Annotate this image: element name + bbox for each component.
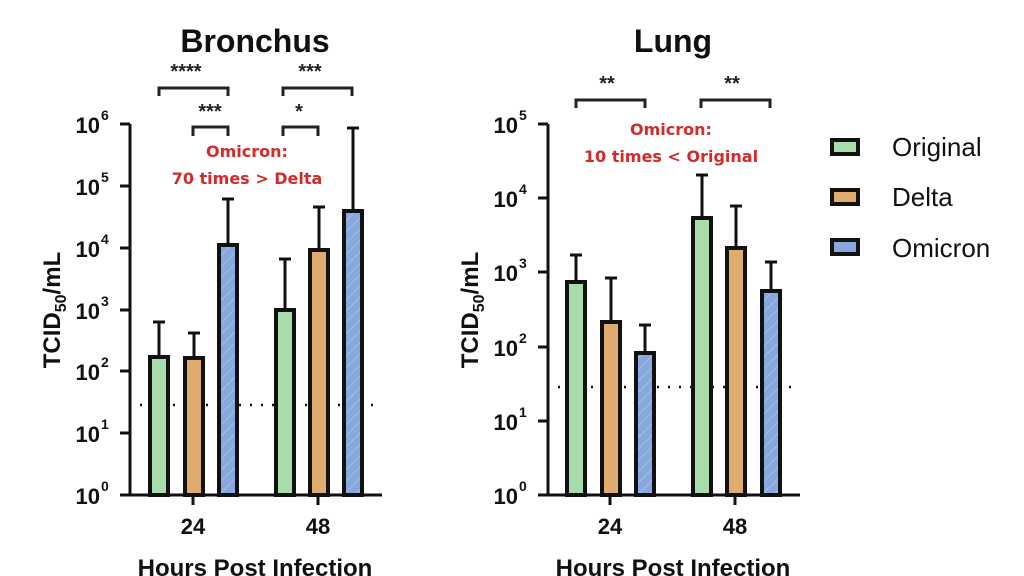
svg-text:6: 6 bbox=[101, 107, 109, 123]
svg-text:2: 2 bbox=[101, 354, 109, 370]
significance-brackets bbox=[574, 98, 772, 108]
bar-omicron bbox=[217, 243, 239, 497]
legend: Original Delta Omicron bbox=[830, 132, 990, 263]
svg-text:10: 10 bbox=[494, 113, 518, 138]
legend-swatch bbox=[830, 238, 860, 256]
x-tick-label: 24 bbox=[598, 514, 623, 539]
y-tick-labels: 10 0 10 1 10 2 10 3 10 4 10 5 10 6 bbox=[76, 107, 109, 509]
legend-item-original: Original bbox=[830, 132, 982, 162]
bar-delta bbox=[308, 248, 330, 497]
svg-text:2: 2 bbox=[519, 330, 527, 346]
svg-text:0: 0 bbox=[519, 478, 527, 494]
svg-text:3: 3 bbox=[101, 293, 109, 309]
svg-text:4: 4 bbox=[101, 231, 109, 247]
svg-text:1: 1 bbox=[101, 416, 109, 432]
significance-label: *** bbox=[198, 101, 222, 123]
significance-label: *** bbox=[298, 61, 322, 83]
y-tick-label: 10 bbox=[76, 484, 100, 509]
svg-text:4: 4 bbox=[519, 181, 527, 197]
svg-text:10: 10 bbox=[494, 336, 518, 361]
svg-text:5: 5 bbox=[519, 107, 527, 123]
legend-label: Delta bbox=[892, 182, 953, 212]
bar-original bbox=[148, 355, 170, 497]
legend-swatch bbox=[830, 188, 860, 206]
annotation: 70 times > Delta bbox=[172, 169, 323, 188]
y-tick-label: 10 bbox=[76, 422, 100, 447]
lung-panel: Lung 10 0 10 1 10 2 10 3 10 4 10 5 TCID50/mL 2… bbox=[457, 23, 800, 576]
x-tick-label: 24 bbox=[181, 514, 206, 539]
bar-original bbox=[274, 308, 296, 497]
y-tick-label: 10 bbox=[76, 175, 100, 200]
significance-label: **** bbox=[170, 61, 201, 83]
bar-omicron bbox=[342, 209, 364, 497]
y-axis-label: TCID50/mL bbox=[39, 252, 70, 368]
svg-text:0: 0 bbox=[101, 478, 109, 494]
bar-delta bbox=[725, 246, 747, 497]
bar-original bbox=[565, 280, 587, 497]
annotation: Omicron: bbox=[630, 120, 712, 139]
svg-text:10: 10 bbox=[494, 410, 518, 435]
x-tick-label: 48 bbox=[723, 514, 747, 539]
bar-omicron bbox=[634, 351, 656, 497]
bar-omicron bbox=[760, 289, 782, 497]
annotation: 10 times < Original bbox=[584, 147, 758, 166]
legend-item-delta: Delta bbox=[830, 182, 953, 212]
significance-label: ** bbox=[599, 73, 615, 95]
svg-text:3: 3 bbox=[519, 255, 527, 271]
x-axis-label: Hours Post Infection bbox=[138, 555, 373, 576]
legend-label: Original bbox=[892, 132, 982, 162]
bar-delta bbox=[183, 356, 205, 497]
y-tick-label: 10 bbox=[76, 237, 100, 262]
svg-text:10: 10 bbox=[494, 484, 518, 509]
legend-label: Omicron bbox=[892, 233, 990, 263]
bars-48h bbox=[691, 173, 782, 497]
x-tick-label: 48 bbox=[306, 514, 330, 539]
svg-text:10: 10 bbox=[494, 187, 518, 212]
panel-title: Bronchus bbox=[180, 23, 329, 59]
significance-label: * bbox=[295, 101, 303, 123]
y-tick-labels: 10 0 10 1 10 2 10 3 10 4 10 5 bbox=[494, 107, 527, 509]
svg-text:5: 5 bbox=[101, 169, 109, 185]
y-tick-label: 10 bbox=[76, 360, 100, 385]
legend-swatch bbox=[830, 138, 860, 156]
svg-text:1: 1 bbox=[519, 404, 527, 420]
y-axis-label: TCID50/mL bbox=[457, 252, 488, 368]
svg-text:10: 10 bbox=[494, 261, 518, 286]
significance-label: ** bbox=[724, 73, 740, 95]
bar-delta bbox=[600, 320, 622, 497]
y-tick-label: 10 bbox=[76, 113, 100, 138]
bars-24h bbox=[148, 197, 239, 497]
panel-title: Lung bbox=[634, 23, 712, 59]
significance-brackets bbox=[157, 86, 354, 136]
annotation: Omicron: bbox=[206, 142, 288, 161]
bronchus-panel: Bronchus 10 0 10 1 10 2 10 3 10 4 10 5 10 6 TCI… bbox=[39, 23, 382, 576]
bars-24h bbox=[565, 253, 656, 497]
y-tick-label: 10 bbox=[76, 299, 100, 324]
bars-48h bbox=[274, 126, 364, 497]
bar-original bbox=[691, 216, 713, 497]
legend-item-omicron: Omicron bbox=[830, 233, 990, 263]
x-axis-label: Hours Post Infection bbox=[556, 555, 791, 576]
